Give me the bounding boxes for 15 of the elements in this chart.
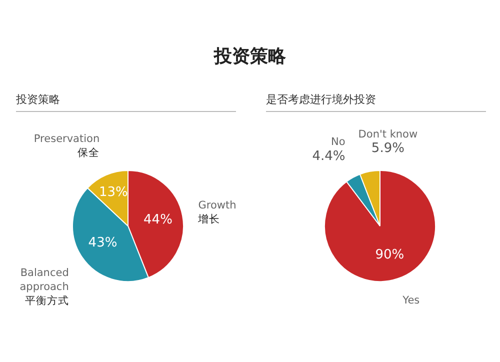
chart-subtitle: 投资策略 bbox=[16, 92, 236, 112]
data-label: 13% bbox=[99, 184, 128, 200]
slice-label: Don't know bbox=[358, 128, 418, 140]
slice-label: Yes bbox=[402, 294, 420, 307]
data-label: 43% bbox=[88, 236, 118, 251]
data-label: 44% bbox=[144, 212, 172, 228]
slice-label: No bbox=[330, 136, 346, 148]
slice-label: Preservation 保全 bbox=[34, 133, 100, 160]
data-label: 90% bbox=[375, 247, 404, 262]
slice-label: Balanced approach 平衡方式 bbox=[20, 266, 69, 307]
slice-label: Growth 增长 bbox=[197, 199, 236, 226]
data-label: 4.4% bbox=[312, 148, 346, 164]
data-label: 5.9% bbox=[371, 141, 404, 156]
chart-title: 投资策略 bbox=[212, 45, 287, 68]
chart-title: 是否考虑进行境外投资 bbox=[266, 92, 486, 112]
